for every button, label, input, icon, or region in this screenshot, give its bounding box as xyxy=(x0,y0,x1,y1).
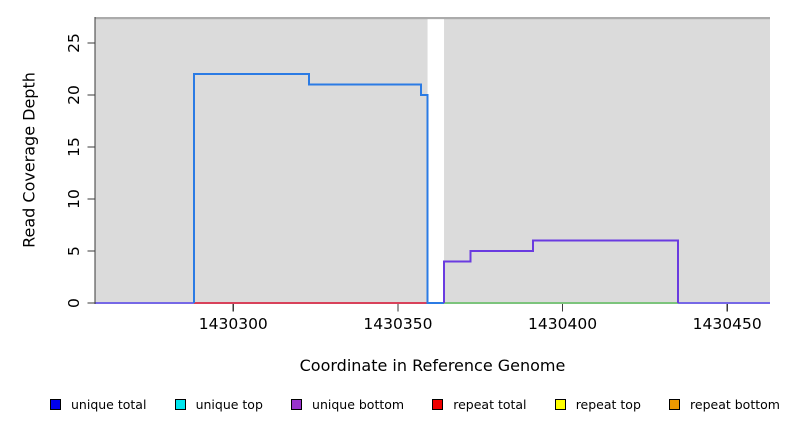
legend-item-unique-top: unique top xyxy=(174,397,263,412)
legend: unique total unique top unique bottom repea… xyxy=(50,397,780,412)
legend-label: repeat bottom xyxy=(690,397,780,412)
y-tick-label: 15 xyxy=(65,137,83,157)
legend-swatch xyxy=(432,399,444,410)
x-tick-label: 1430300 xyxy=(199,315,268,333)
legend-swatch xyxy=(669,399,681,410)
legend-swatch xyxy=(174,399,186,410)
legend-item-repeat-top: repeat top xyxy=(554,397,641,412)
y-axis-title: Read Coverage Depth xyxy=(19,72,39,248)
x-tick-label: 1430400 xyxy=(528,315,597,333)
legend-label: repeat total xyxy=(453,397,527,412)
legend-label: repeat top xyxy=(575,397,641,412)
y-tick-label: 25 xyxy=(65,33,83,53)
x-tick-label: 1430450 xyxy=(693,315,762,333)
y-tick-label: 10 xyxy=(65,189,83,209)
y-tick-label: 5 xyxy=(65,246,83,256)
legend-swatch xyxy=(291,399,303,410)
y-tick-label: 20 xyxy=(65,85,83,105)
x-tick-label: 1430350 xyxy=(363,315,432,333)
legend-item-unique-total: unique total xyxy=(50,397,146,412)
legend-label: unique bottom xyxy=(312,397,405,412)
no-coverage-gap xyxy=(427,19,445,303)
legend-swatch xyxy=(50,399,61,410)
legend-item-unique-bottom: unique bottom xyxy=(291,397,404,412)
series-unique-bottom xyxy=(443,239,679,303)
legend-swatch xyxy=(554,399,566,410)
y-tick-label: 0 xyxy=(65,298,83,308)
legend-label: unique top xyxy=(195,397,263,412)
plot-top-edge xyxy=(95,17,770,20)
legend-label: unique total xyxy=(71,397,147,412)
series-unique-total xyxy=(192,73,444,304)
x-axis-title: Coordinate in Reference Genome xyxy=(299,356,566,375)
legend-item-repeat-bottom: repeat bottom xyxy=(669,397,780,412)
legend-item-repeat-total: repeat total xyxy=(432,397,527,412)
